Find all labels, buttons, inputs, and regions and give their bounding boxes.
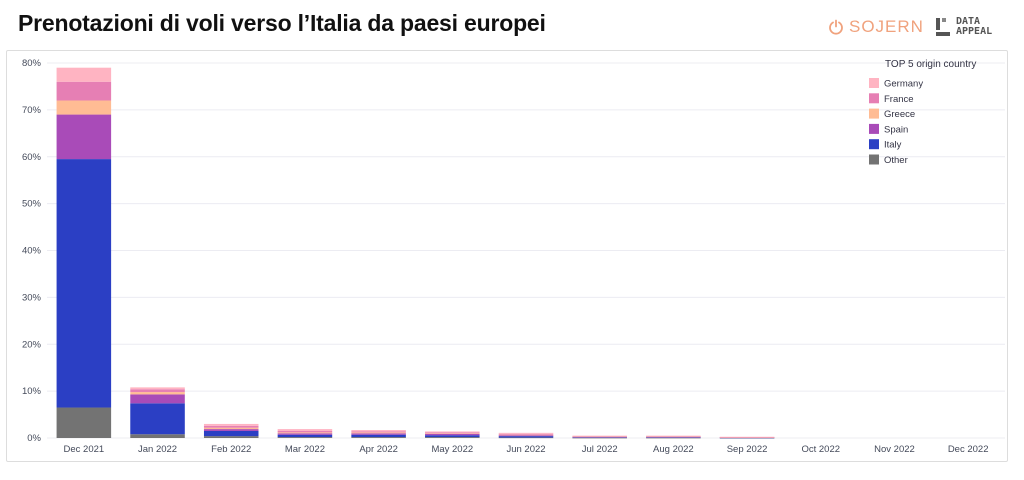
y-tick-label: 70%: [22, 105, 42, 116]
chart-panel: 0% 10% 20% 30% 40% 50% 60% 70% 80% Dec 2021 Jan 20…: [6, 50, 1008, 462]
x-tick-label: Feb 2022: [211, 444, 251, 455]
bar-segment-greece: [572, 436, 627, 438]
bar-segment-spain: [203, 429, 259, 431]
y-tick-label: 60%: [22, 152, 42, 163]
y-tick-label: 80%: [22, 58, 42, 69]
bar-segment-italy: [277, 434, 333, 438]
x-tick-label: Jul 2022: [582, 444, 618, 455]
y-tick-label: 40%: [22, 246, 42, 257]
bar-segment-germany: [572, 435, 627, 437]
bar-segment-greece: [130, 392, 185, 395]
bar-segment-france: [130, 389, 185, 393]
power-icon: [829, 19, 843, 35]
bar-segment-france: [646, 436, 701, 437]
y-tick-label: 0%: [27, 433, 41, 444]
x-tick-label: May 2022: [431, 444, 473, 455]
sojern-logo-text: SOJERN: [849, 17, 924, 36]
bar-segment-spain: [498, 435, 554, 437]
x-tick-label: Nov 2022: [874, 444, 915, 455]
stacked-bar-chart: 0% 10% 20% 30% 40% 50% 60% 70% 80% Dec 2021 Jan 20…: [22, 58, 1005, 455]
bar-segment-germany: [130, 387, 185, 390]
x-tick-label: Mar 2022: [285, 444, 325, 455]
x-tick-label: Jan 2022: [138, 444, 177, 455]
bar-segment-greece: [425, 433, 480, 434]
legend-swatch-germany: [869, 78, 879, 88]
y-tick-label: 10%: [22, 386, 42, 397]
bar-segment-spain: [277, 433, 333, 435]
bar-segment-france: [203, 425, 259, 428]
bar-segment-italy: [498, 436, 554, 438]
bar-segment-france: [351, 431, 406, 433]
bar-segment-greece: [277, 432, 333, 434]
y-tick-label: 20%: [22, 339, 42, 350]
chart-title: Prenotazioni di voli verso l’Italia da p…: [18, 10, 546, 36]
bar-segment-other: [572, 437, 627, 439]
bar-segment-other: [130, 434, 185, 438]
bar-segment-italy: [572, 437, 627, 438]
bar-segment-greece: [646, 436, 701, 438]
bar-segment-italy: [203, 430, 259, 437]
bar-segment-greece: [351, 432, 406, 434]
legend-label-france: France: [884, 94, 914, 105]
bar-segment-germany: [719, 436, 775, 438]
sojern-logo: SOJERN: [828, 14, 924, 40]
bar-segment-greece: [203, 427, 259, 430]
bar-segment-other: [498, 437, 554, 439]
dataappeal-logo-text: DATA APPEAL: [956, 16, 993, 37]
legend-swatch-france: [869, 93, 879, 104]
bar-segment-germany: [425, 431, 480, 433]
legend-title: TOP 5 origin country: [885, 59, 976, 70]
legend-label-spain: Spain: [884, 124, 908, 135]
x-tick-label: Oct 2022: [801, 444, 840, 455]
bar-segment-italy: [425, 435, 480, 438]
bar-segment-germany: [646, 435, 701, 437]
bar-segment-france: [498, 433, 554, 435]
legend-label-other: Other: [884, 155, 908, 166]
bar-segment-other: [203, 436, 259, 438]
y-tick-label: 50%: [22, 199, 42, 210]
bar-segment-greece: [498, 434, 554, 436]
bar-segment-italy: [130, 403, 185, 435]
bar-segment-spain: [56, 114, 112, 160]
legend-label-italy: Italy: [884, 140, 902, 151]
bar-segment-france: [572, 436, 627, 437]
bar-segment-italy: [646, 437, 701, 438]
bar-segment-other: [425, 437, 480, 438]
bar-segment-other: [646, 437, 701, 439]
legend-swatch-other: [869, 154, 879, 165]
x-tick-label: Dec 2022: [948, 444, 989, 455]
bar-segment-germany: [203, 423, 259, 426]
bar-segment-spain: [130, 394, 185, 404]
y-tick-label: 30%: [22, 292, 42, 303]
bar-segment-spain: [425, 433, 480, 436]
bar-segment-other: [351, 437, 406, 438]
bar-segment-italy: [351, 434, 406, 438]
legend-swatch-greece: [869, 108, 879, 119]
bar-segment-germany: [351, 430, 406, 432]
bar-segment-france: [56, 81, 112, 101]
bar-segment-france: [425, 432, 480, 434]
bar-segment-germany: [498, 432, 554, 434]
legend-swatch-italy: [869, 139, 879, 150]
x-tick-label: Jun 2022: [506, 444, 545, 455]
bar-segment-italy: [56, 159, 112, 408]
x-tick-label: Dec 2021: [64, 444, 105, 455]
legend-swatch-spain: [869, 123, 879, 134]
bar-segment-germany: [56, 67, 112, 82]
legend-label-greece: Greece: [884, 109, 915, 120]
dataappeal-mark-icon: [936, 18, 950, 36]
bar-segment-other: [56, 407, 112, 438]
bar-segment-other: [277, 437, 333, 438]
x-tick-label: Aug 2022: [653, 444, 694, 455]
bar-segment-spain: [351, 433, 406, 435]
legend-label-germany: Germany: [884, 79, 923, 90]
x-tick-label: Apr 2022: [359, 444, 398, 455]
dataappeal-logo: DATA APPEAL: [936, 14, 992, 40]
x-tick-label: Sep 2022: [727, 444, 768, 455]
bar-segment-france: [277, 430, 333, 433]
bar-segment-greece: [56, 100, 112, 115]
bar-segment-germany: [277, 429, 333, 431]
